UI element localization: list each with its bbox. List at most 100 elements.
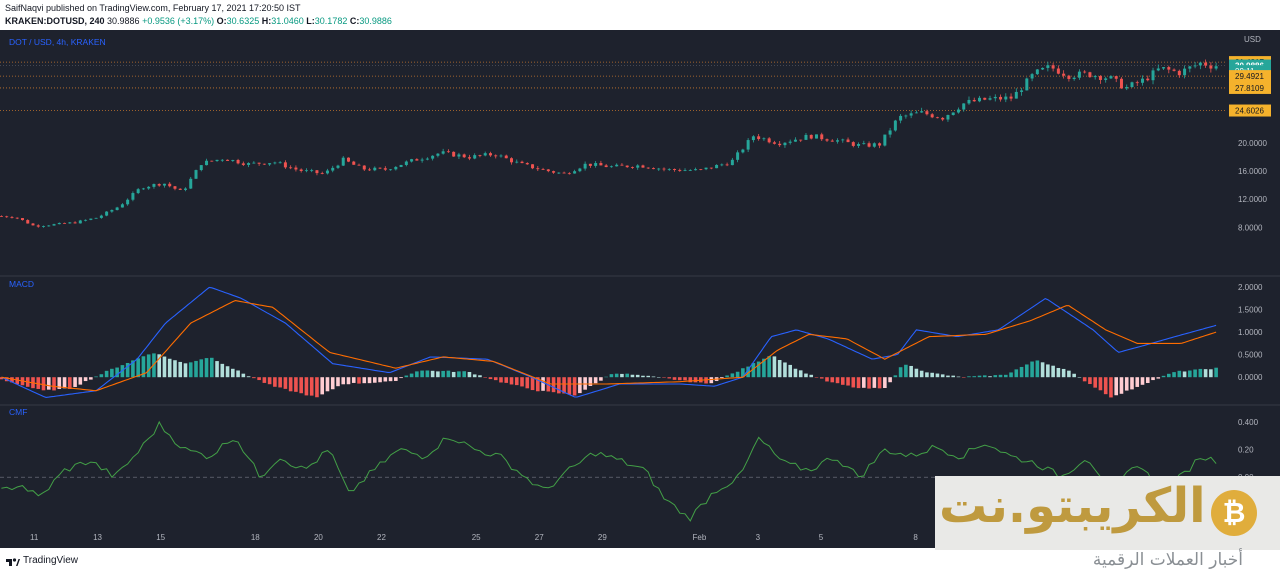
candle-body <box>357 164 361 166</box>
candle-body <box>925 111 929 115</box>
candle-body <box>226 159 230 161</box>
candle-body <box>99 215 103 218</box>
candle-body <box>599 163 603 166</box>
macd-histogram-bar <box>562 377 566 394</box>
macd-histogram-bar <box>1124 377 1129 391</box>
macd-histogram-bar <box>0 377 4 380</box>
candle-body <box>273 162 277 164</box>
macd-histogram-bar <box>357 377 361 384</box>
macd-histogram-bar <box>614 373 619 378</box>
candle-body <box>699 169 703 170</box>
candle-body <box>410 159 414 162</box>
candle-body <box>1135 82 1139 84</box>
macd-histogram-bar <box>472 374 477 378</box>
candle-body <box>1014 91 1018 99</box>
macd-histogram-bar <box>756 361 761 378</box>
macd-histogram-bar <box>194 360 198 378</box>
candle-body <box>262 163 266 165</box>
price-label-box <box>1229 81 1271 94</box>
candle-body <box>962 103 966 110</box>
macd-histogram-bar <box>541 377 545 391</box>
candle-body <box>162 183 166 186</box>
candle-body <box>694 169 698 171</box>
candle-body <box>657 168 661 170</box>
candle-body <box>152 184 156 187</box>
candle-body <box>983 97 987 100</box>
macd-histogram-bar <box>394 377 398 381</box>
chart-canvas[interactable]: 8.0000 12.0000 16.0000 20.0000 0.0000 0.5000 1… <box>0 30 1280 548</box>
candle-body <box>625 165 629 168</box>
macd-histogram-bar <box>641 375 645 378</box>
candle-body <box>168 183 172 187</box>
candle-body <box>830 140 834 142</box>
macd-histogram-bar <box>1193 369 1197 378</box>
candle-body <box>630 167 634 168</box>
candle-body <box>1188 66 1192 69</box>
candle-body <box>951 112 955 116</box>
candle-body <box>1177 70 1181 76</box>
candle-body <box>667 169 671 170</box>
macd-histogram-bar <box>1167 373 1171 378</box>
macd-histogram-bar <box>667 377 672 379</box>
candle-body <box>546 169 550 172</box>
grid <box>0 275 1280 406</box>
cmf-pane <box>0 420 1225 522</box>
candle-body <box>1056 68 1060 74</box>
macd-histogram-bar <box>930 372 934 378</box>
candle-body <box>173 186 177 189</box>
macd-histogram-bar <box>225 366 230 378</box>
macd-histogram-bar <box>635 374 640 378</box>
watermark-box: الكريبتو.نت ₿ <box>935 476 1280 550</box>
macd-tick-label: 0.5000 <box>1238 351 1263 360</box>
candle-body <box>999 96 1003 100</box>
candle-body <box>1193 65 1197 67</box>
candle-body <box>73 222 77 224</box>
candle-body <box>1146 78 1150 81</box>
macd-histogram-bar <box>125 362 130 378</box>
macd-histogram-bar <box>504 377 509 383</box>
candle-body <box>793 139 797 142</box>
macd-histogram-bar <box>509 377 514 385</box>
candle-body <box>446 151 450 153</box>
candle-body <box>883 134 887 146</box>
time-tick-label: 8 <box>913 533 918 542</box>
macd-histogram-bar <box>604 376 608 378</box>
macd-histogram-bar <box>57 377 62 389</box>
macd-histogram-bar <box>1040 362 1045 378</box>
last-price: 30.9886 <box>107 16 140 26</box>
candle-body <box>10 217 14 218</box>
macd-histogram-bar <box>662 377 666 378</box>
macd-histogram-bar <box>1109 377 1113 398</box>
candle-body <box>347 157 350 162</box>
chart-area[interactable]: 8.0000 12.0000 16.0000 20.0000 0.0000 0.5000 1… <box>0 30 1280 548</box>
candle-body <box>68 222 72 224</box>
candle-body <box>452 151 456 157</box>
price-label-box <box>1229 70 1271 83</box>
candle-body <box>888 130 892 135</box>
macd-histogram-bar <box>840 377 845 385</box>
candle-body <box>688 170 692 171</box>
macd-histogram-bar <box>41 377 46 391</box>
candle-body <box>809 134 813 139</box>
macd-histogram-bar <box>893 375 898 378</box>
candle-body <box>857 144 861 146</box>
candle-body <box>1041 67 1045 70</box>
candle-body <box>105 211 109 216</box>
macd-histogram-bar <box>1003 374 1008 378</box>
candle-body <box>746 140 750 150</box>
candle-body <box>720 164 724 166</box>
macd-histogram-bar <box>793 368 798 378</box>
macd-histogram-bar <box>1093 377 1097 388</box>
candle-body <box>1130 82 1134 88</box>
macd-histogram-bar <box>1046 364 1050 378</box>
candle-body <box>431 155 435 159</box>
candle-body <box>1083 71 1087 73</box>
macd-histogram-bar <box>1009 372 1013 378</box>
candles <box>0 59 1218 228</box>
macd-histogram-bar <box>141 356 146 378</box>
candle-body <box>0 216 3 217</box>
macd-histogram-bar <box>1019 366 1024 378</box>
candle-body <box>978 97 981 102</box>
macd-histogram-bar <box>551 377 556 393</box>
cmf-line <box>1 420 1217 522</box>
